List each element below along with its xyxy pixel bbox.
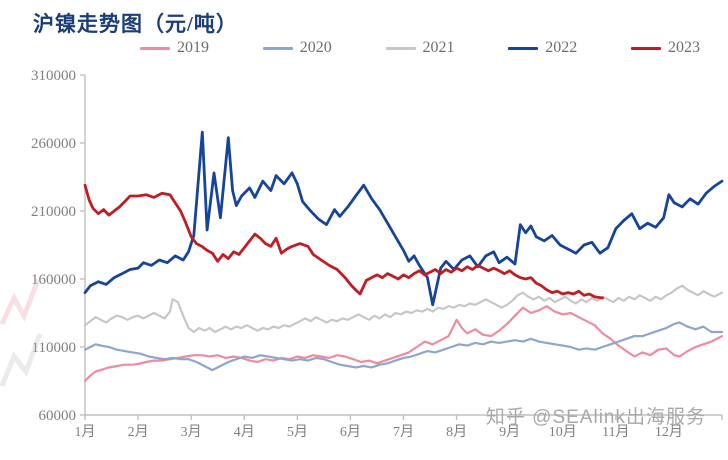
x-tick-label: 3月 [181, 424, 202, 440]
legend-item-2023[interactable]: 2023 [631, 39, 700, 57]
legend-swatch-2021 [385, 46, 416, 50]
legend-label-2022: 2022 [545, 39, 578, 56]
x-tick-label: 10月 [549, 424, 577, 440]
legend-item-2021[interactable]: 2021 [385, 39, 455, 57]
legend-label-2020: 2020 [299, 39, 332, 56]
legend-swatch-2022 [508, 46, 539, 50]
series-line-2023 [83, 183, 604, 300]
y-tick-label: 310000 [31, 68, 76, 84]
x-tick-label: 6月 [340, 424, 361, 440]
x-tick-label: 5月 [287, 424, 308, 440]
y-tick-label: 60000 [39, 408, 77, 424]
series-line-2022 [83, 130, 724, 307]
x-tick-label: 11月 [602, 424, 629, 440]
x-tick-label: 7月 [393, 424, 414, 440]
series-line-2020 [83, 321, 724, 372]
chart-title: 沪镍走势图（元/吨） [33, 12, 238, 36]
series-line-2019 [83, 305, 724, 383]
x-tick-label: 9月 [499, 424, 520, 440]
x-tick-label: 2月 [128, 424, 149, 440]
x-tick-label: 4月 [234, 424, 255, 440]
legend-label-2023: 2023 [668, 39, 700, 56]
x-tick-label: 1月 [75, 424, 96, 440]
legend-label-2019: 2019 [177, 39, 209, 56]
legend-item-2022[interactable]: 2022 [508, 39, 577, 57]
legend-swatch-2020 [262, 46, 293, 50]
x-tick-label: 12月 [655, 424, 683, 440]
legend-label-2021: 2021 [422, 39, 455, 56]
legend-swatch-2019 [140, 46, 170, 50]
y-tick-label: 210000 [31, 204, 76, 220]
x-tick-label: 8月 [446, 424, 467, 440]
left-watermark-gray-zigzag [0, 333, 43, 387]
left-watermark-logo-fragment [0, 279, 43, 387]
zhihu-watermark: 知乎 @SEAlink出海服务 [485, 407, 706, 428]
chart-legend: 2019 2020 2021 2022 2023 [140, 39, 700, 57]
series-line-2021 [83, 284, 724, 334]
legend-swatch-2023 [631, 46, 661, 50]
legend-item-2019[interactable]: 2019 [140, 39, 209, 57]
y-tick-label: 110000 [32, 340, 76, 356]
left-watermark-pink-zigzag [0, 279, 41, 326]
y-tick-label: 160000 [31, 272, 76, 288]
y-tick-label: 260000 [31, 136, 76, 152]
legend-item-2020[interactable]: 2020 [262, 39, 332, 57]
